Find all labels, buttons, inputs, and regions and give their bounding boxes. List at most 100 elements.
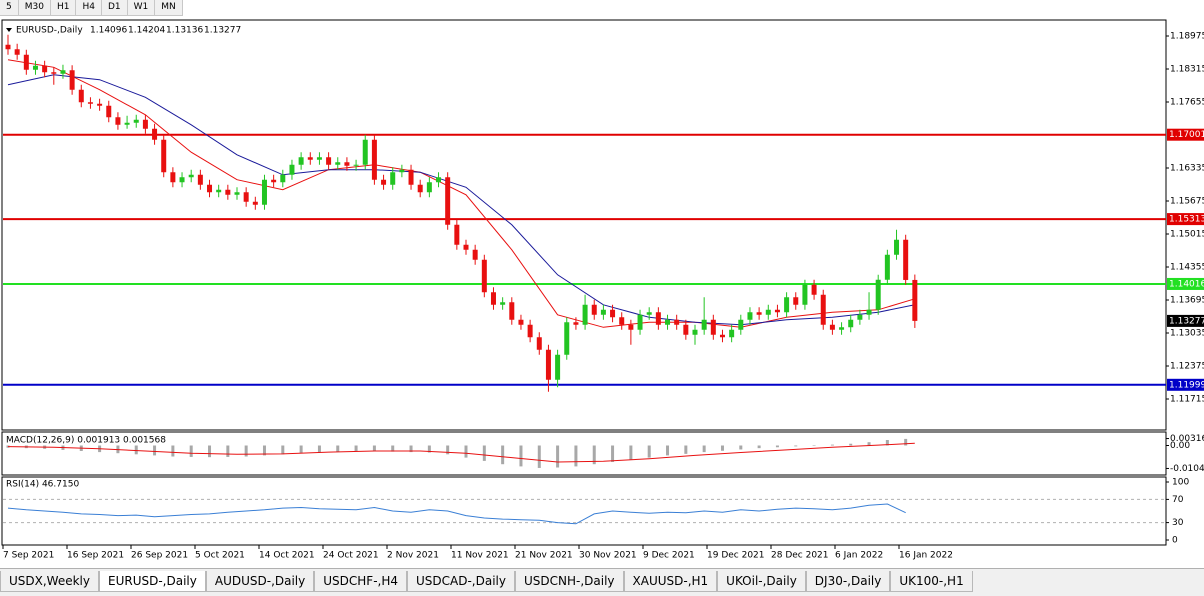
candle-body <box>87 102 93 104</box>
candle-body <box>866 309 872 315</box>
macd-bar <box>336 445 340 452</box>
macd-bar <box>812 445 816 447</box>
candle-body <box>271 179 277 183</box>
chart: EURUSD-,Daily 1.14096 1.14204 1.13136 1.… <box>1 19 1204 561</box>
timeframe-button[interactable]: H1 <box>51 0 77 15</box>
y-tick-label: 1.17655 <box>1170 98 1204 108</box>
y-tick-label: 0.00 <box>1170 441 1190 451</box>
candle-body <box>261 179 267 205</box>
candle-body <box>829 324 835 330</box>
x-tick-label: 6 Jan 2022 <box>835 551 883 561</box>
macd-label: MACD(12,26,9) 0.001913 0.001568 <box>6 436 166 446</box>
candle-body <box>133 119 139 123</box>
symbol-tab[interactable]: USDCHF-,H4 <box>314 571 407 592</box>
y-tick-label: 1.16335 <box>1170 164 1204 174</box>
candle-body <box>381 179 387 185</box>
x-tick-label: 21 Nov 2021 <box>515 551 573 561</box>
candle-body <box>729 329 735 338</box>
macd-bar <box>519 445 523 467</box>
y-tick-label: 1.11715 <box>1170 395 1204 405</box>
macd-bar <box>574 445 578 467</box>
candle-body <box>280 174 286 183</box>
symbol-tab[interactable]: USDCNH-,Daily <box>514 571 624 592</box>
candle-body <box>417 184 423 193</box>
timeframe-button[interactable]: D1 <box>102 0 128 15</box>
level-label: 1.11999 <box>1169 380 1204 390</box>
candle-body <box>316 157 322 160</box>
macd-bar <box>354 445 358 452</box>
candle-body <box>591 304 597 315</box>
candle-body <box>518 319 524 325</box>
candle-body <box>243 192 249 202</box>
moving-average <box>7 74 915 326</box>
candle-body <box>5 44 11 50</box>
ohlc-high: 1.14204 <box>128 26 165 36</box>
moving-average <box>7 59 915 328</box>
symbol-menu-arrow[interactable] <box>6 28 12 32</box>
symbol-tab[interactable]: EURUSD-,Daily <box>99 571 206 592</box>
x-tick-label: 7 Sep 2021 <box>3 551 54 561</box>
y-tick-label: 1.15015 <box>1170 230 1204 240</box>
candle-body <box>848 319 854 328</box>
timeframe-button[interactable]: 5 <box>0 0 19 15</box>
candle-body <box>170 172 176 183</box>
macd-bar <box>244 445 248 457</box>
candle-body <box>390 172 396 185</box>
rsi-panel <box>1 476 1167 546</box>
macd-bar <box>281 445 285 455</box>
candle-body <box>32 65 38 70</box>
macd-bar <box>134 445 138 455</box>
candle-body <box>490 292 496 305</box>
ohlc-low: 1.13136 <box>166 26 203 36</box>
symbol-tab[interactable]: USDCAD-,Daily <box>407 571 515 592</box>
y-tick-label: 30 <box>1172 518 1184 528</box>
macd-bar <box>391 445 395 452</box>
candle-body <box>573 322 579 325</box>
candle-body <box>674 319 680 325</box>
symbol-tab[interactable]: AUDUSD-,Daily <box>205 571 315 592</box>
macd-bar <box>867 442 871 446</box>
candle-body <box>710 319 716 335</box>
candle-body <box>179 177 185 183</box>
candle-body <box>115 117 121 125</box>
timeframe-button[interactable]: MN <box>155 0 183 15</box>
candle-body <box>903 239 909 280</box>
candle-body <box>344 162 350 166</box>
candle-body <box>362 139 368 165</box>
symbol-tab[interactable]: XAUUSD-,H1 <box>623 571 718 592</box>
symbol-tab[interactable]: DJ30-,Daily <box>805 571 891 592</box>
macd-bar <box>427 445 431 453</box>
timeframe-button[interactable]: M30 <box>19 0 51 15</box>
candle-body <box>234 192 240 195</box>
macd-panel <box>1 431 1167 476</box>
candle-body <box>536 337 542 350</box>
y-tick-label: 1.13695 <box>1170 296 1204 306</box>
symbol-tab[interactable]: USDX,Weekly <box>0 571 99 592</box>
candle-body <box>884 254 890 280</box>
rsi-line <box>7 503 906 525</box>
y-tick-label: 100 <box>1172 478 1189 488</box>
symbol-tab[interactable]: UKOil-,Daily <box>717 571 806 592</box>
candle-body <box>857 314 863 320</box>
macd-bar <box>666 445 670 456</box>
timeframe-button[interactable]: W1 <box>128 0 156 15</box>
x-tick-label: 14 Oct 2021 <box>259 551 315 561</box>
candle-body <box>555 354 561 380</box>
macd-bar <box>464 445 468 458</box>
macd-bar <box>720 445 724 451</box>
candle-body <box>894 239 900 255</box>
candle-body <box>298 157 304 165</box>
candle-body <box>207 184 213 193</box>
candle-body <box>600 309 606 315</box>
candle-body <box>216 189 222 193</box>
candle-body <box>619 317 625 325</box>
macd-bar <box>794 445 798 447</box>
y-tick-label: 0 <box>1172 536 1178 546</box>
candle-body <box>912 279 918 321</box>
macd-bar <box>317 445 321 453</box>
last-price-label: 1.13277 <box>1169 316 1204 326</box>
symbol-tab[interactable]: UK100-,H1 <box>890 571 973 592</box>
timeframe-button[interactable]: H4 <box>76 0 102 15</box>
candle-body <box>756 312 762 315</box>
